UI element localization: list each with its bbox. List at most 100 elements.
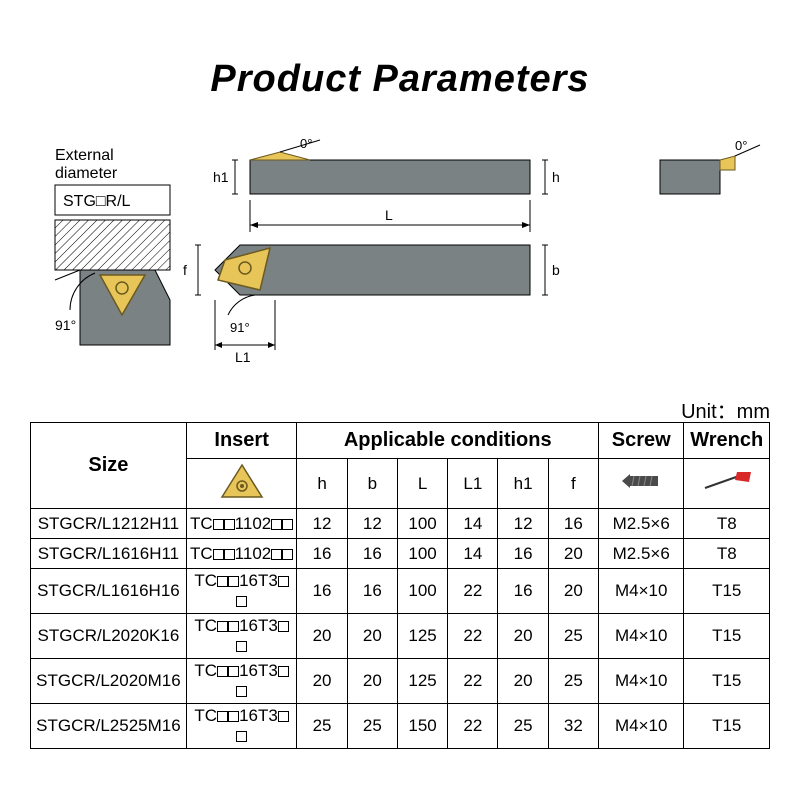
cell-size: STGCR/L2020K16 — [31, 614, 187, 659]
table-row: STGCR/L1212H11TC11021212100141216M2.5×6T… — [31, 509, 770, 539]
cell-h1: 16 — [498, 569, 548, 614]
th-h1: h1 — [498, 459, 548, 509]
unit-label: Unit：mm — [681, 395, 770, 424]
cell-wrench: T8 — [684, 539, 770, 569]
cell-screw: M4×10 — [599, 704, 684, 749]
cell-L: 100 — [397, 539, 447, 569]
cell-wrench: T8 — [684, 509, 770, 539]
cell-L: 100 — [397, 509, 447, 539]
wrench-icon-cell — [684, 459, 770, 509]
table-row: STGCR/L1616H16TC16T31616100221620M4×10T1… — [31, 569, 770, 614]
th-size: Size — [31, 423, 187, 509]
cell-wrench: T15 — [684, 614, 770, 659]
cell-insert: TC16T3 — [186, 614, 297, 659]
svg-text:h: h — [552, 169, 560, 185]
parameters-table: Size Insert Applicable conditions Screw … — [30, 422, 770, 749]
th-conditions: Applicable conditions — [297, 423, 599, 459]
svg-text:L1: L1 — [235, 349, 251, 365]
cell-insert: TC16T3 — [186, 569, 297, 614]
cell-h1: 20 — [498, 614, 548, 659]
th-insert: Insert — [186, 423, 297, 459]
technical-diagrams: External diameter STG□R/L 91° 0° h1 h 0°… — [0, 130, 800, 390]
th-f: f — [548, 459, 598, 509]
cell-L: 150 — [397, 704, 447, 749]
cell-h: 16 — [297, 569, 347, 614]
cell-h: 20 — [297, 659, 347, 704]
cell-L1: 14 — [448, 539, 498, 569]
screw-icon-cell — [599, 459, 684, 509]
cell-h: 12 — [297, 509, 347, 539]
cell-L1: 22 — [448, 659, 498, 704]
insert-icon-cell — [186, 459, 297, 509]
cell-f: 32 — [548, 704, 598, 749]
cell-insert: TC16T3 — [186, 659, 297, 704]
th-L: L — [397, 459, 447, 509]
table-row: STGCR/L2525M16TC16T32525150222532M4×10T1… — [31, 704, 770, 749]
cell-b: 16 — [347, 569, 397, 614]
cell-h: 20 — [297, 614, 347, 659]
cell-size: STGCR/L1616H11 — [31, 539, 187, 569]
svg-text:diameter: diameter — [55, 165, 118, 182]
insert-triangle-icon — [218, 461, 266, 501]
cell-f: 20 — [548, 569, 598, 614]
svg-text:h1: h1 — [213, 169, 229, 185]
cell-f: 16 — [548, 509, 598, 539]
cell-b: 12 — [347, 509, 397, 539]
wrench-icon — [699, 470, 754, 492]
th-h: h — [297, 459, 347, 509]
cell-insert: TC1102 — [186, 509, 297, 539]
cell-f: 25 — [548, 659, 598, 704]
cell-wrench: T15 — [684, 569, 770, 614]
table-row: STGCR/L1616H11TC11021616100141620M2.5×6T… — [31, 539, 770, 569]
svg-text:0°: 0° — [735, 138, 747, 153]
cell-L1: 14 — [448, 509, 498, 539]
cell-b: 20 — [347, 659, 397, 704]
cell-f: 20 — [548, 539, 598, 569]
th-L1: L1 — [448, 459, 498, 509]
cell-size: STGCR/L2525M16 — [31, 704, 187, 749]
cell-b: 25 — [347, 704, 397, 749]
svg-text:b: b — [552, 262, 560, 278]
screw-icon — [616, 470, 666, 492]
cell-L1: 22 — [448, 569, 498, 614]
svg-text:STG□R/L: STG□R/L — [63, 193, 131, 210]
cell-insert: TC16T3 — [186, 704, 297, 749]
cell-h1: 25 — [498, 704, 548, 749]
th-b: b — [347, 459, 397, 509]
cell-L: 125 — [397, 614, 447, 659]
cell-screw: M4×10 — [599, 569, 684, 614]
svg-text:L: L — [385, 207, 393, 223]
cell-wrench: T15 — [684, 659, 770, 704]
cell-b: 20 — [347, 614, 397, 659]
cell-screw: M2.5×6 — [599, 509, 684, 539]
cell-h: 25 — [297, 704, 347, 749]
cell-h1: 20 — [498, 659, 548, 704]
cell-h1: 16 — [498, 539, 548, 569]
cell-wrench: T15 — [684, 704, 770, 749]
cell-h1: 12 — [498, 509, 548, 539]
svg-text:91°: 91° — [230, 320, 250, 335]
cell-size: STGCR/L1616H16 — [31, 569, 187, 614]
cell-L1: 22 — [448, 704, 498, 749]
cell-screw: M4×10 — [599, 659, 684, 704]
page-title: Product Parameters — [0, 0, 800, 101]
table-row: STGCR/L2020K16TC16T32020125222025M4×10T1… — [31, 614, 770, 659]
table-row: STGCR/L2020M16TC16T32020125222025M4×10T1… — [31, 659, 770, 704]
cell-b: 16 — [347, 539, 397, 569]
th-wrench: Wrench — [684, 423, 770, 459]
cell-screw: M4×10 — [599, 614, 684, 659]
cell-size: STGCR/L2020M16 — [31, 659, 187, 704]
svg-text:External: External — [55, 147, 114, 164]
cell-h: 16 — [297, 539, 347, 569]
svg-text:f: f — [183, 262, 187, 278]
cell-L: 125 — [397, 659, 447, 704]
cell-size: STGCR/L1212H11 — [31, 509, 187, 539]
cell-L1: 22 — [448, 614, 498, 659]
cell-insert: TC1102 — [186, 539, 297, 569]
svg-text:0°: 0° — [300, 136, 312, 151]
th-screw: Screw — [599, 423, 684, 459]
cell-L: 100 — [397, 569, 447, 614]
svg-text:91°: 91° — [55, 317, 76, 333]
cell-screw: M2.5×6 — [599, 539, 684, 569]
cell-f: 25 — [548, 614, 598, 659]
